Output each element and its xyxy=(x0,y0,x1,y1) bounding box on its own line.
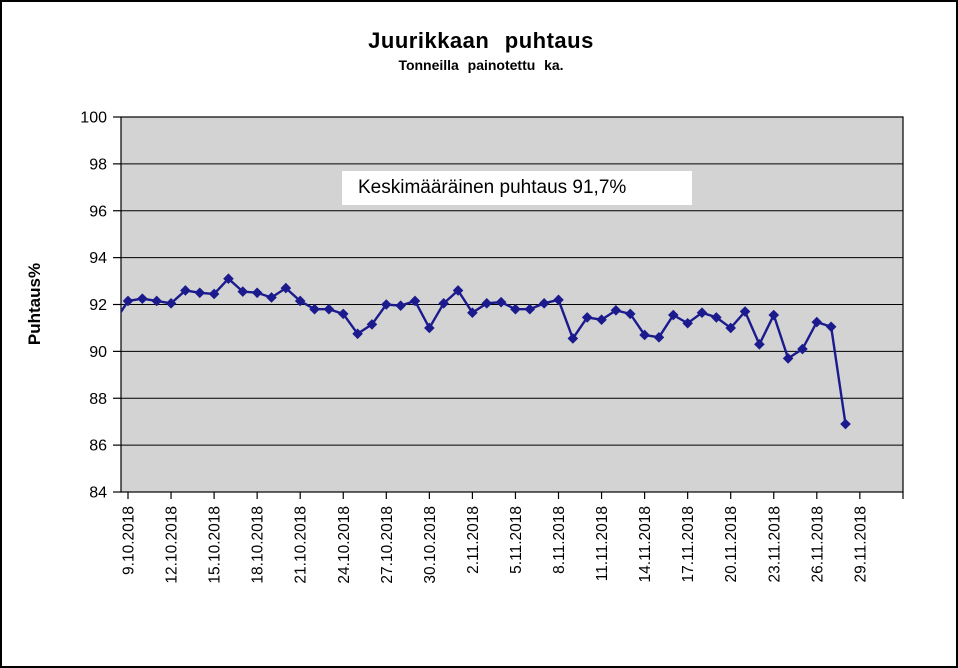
data-point-marker xyxy=(510,303,521,315)
data-point-marker xyxy=(237,286,249,297)
y-tick-label: 88 xyxy=(89,391,107,408)
chart-title: Juurikkaan puhtaus xyxy=(368,28,594,53)
data-point-marker xyxy=(395,300,406,311)
data-point-marker xyxy=(323,303,335,315)
data-point-marker xyxy=(668,309,679,321)
data-point-marker xyxy=(495,296,507,308)
data-point-marker xyxy=(409,295,421,307)
data-point-marker xyxy=(251,287,263,299)
data-point-marker xyxy=(840,418,851,430)
x-tick-label: 14.11.2018 xyxy=(637,506,654,582)
data-point-marker xyxy=(266,292,277,303)
y-tick-label: 96 xyxy=(89,203,107,220)
data-point-marker xyxy=(424,322,435,334)
x-tick-label: 8.11.2018 xyxy=(551,506,568,574)
data-point-marker xyxy=(581,312,593,323)
data-point-marker xyxy=(165,298,177,309)
data-point-marker xyxy=(754,339,765,350)
data-point-marker xyxy=(538,298,550,309)
data-point-marker xyxy=(223,273,234,285)
data-point-marker xyxy=(180,285,191,296)
data-point-marker xyxy=(524,303,536,315)
data-point-marker xyxy=(567,333,579,344)
data-point-marker xyxy=(194,287,206,299)
data-point-marker xyxy=(711,312,722,323)
x-tick-label: 24.10.2018 xyxy=(336,506,353,584)
data-point-marker xyxy=(825,321,837,333)
series-line xyxy=(121,277,847,425)
data-point-marker xyxy=(596,314,607,326)
x-tick-label: 20.11.2018 xyxy=(723,506,740,582)
data-point-marker xyxy=(739,306,751,317)
x-tick-label: 5.11.2018 xyxy=(508,506,525,574)
data-point-marker xyxy=(467,307,478,319)
y-tick-label: 94 xyxy=(89,250,107,267)
y-tick-label: 92 xyxy=(89,297,107,314)
data-point-marker xyxy=(137,293,148,304)
chart-subtitle: Tonneilla painotettu ka. xyxy=(398,57,564,73)
y-tick-label: 100 xyxy=(80,110,107,127)
data-point-marker xyxy=(725,322,736,334)
data-point-marker xyxy=(309,303,320,315)
data-point-marker xyxy=(696,307,708,319)
x-tick-label: 29.11.2018 xyxy=(852,506,869,582)
data-point-marker xyxy=(768,309,780,321)
data-point-marker xyxy=(782,353,794,364)
y-tick-label: 84 xyxy=(89,485,107,502)
x-tick-label: 11.11.2018 xyxy=(594,506,611,581)
series-group xyxy=(108,273,851,430)
data-point-marker xyxy=(639,329,650,341)
x-tick-label: 15.10.2018 xyxy=(207,506,224,584)
data-point-marker xyxy=(438,298,449,309)
data-point-marker xyxy=(452,285,464,296)
x-tick-label: 17.11.2018 xyxy=(680,506,697,582)
y-tick-label: 90 xyxy=(89,344,107,361)
data-point-marker xyxy=(682,317,693,329)
x-tick-label: 26.11.2018 xyxy=(809,506,826,582)
x-tick-label: 12.10.2018 xyxy=(164,506,181,584)
data-point-marker xyxy=(337,308,349,320)
data-point-marker xyxy=(624,308,636,320)
data-point-marker xyxy=(797,343,808,355)
data-point-marker xyxy=(481,298,493,309)
data-point-marker xyxy=(610,305,622,316)
data-point-marker xyxy=(653,332,665,343)
data-point-marker xyxy=(352,328,363,340)
data-point-marker xyxy=(208,288,220,300)
data-point-marker xyxy=(108,318,119,329)
y-tick-label: 98 xyxy=(89,156,107,173)
x-tick-label: 2.11.2018 xyxy=(465,506,482,574)
data-point-marker xyxy=(811,316,823,328)
data-point-marker xyxy=(294,295,306,307)
x-tick-label: 18.10.2018 xyxy=(250,506,267,584)
data-point-marker xyxy=(280,282,292,294)
x-tick-label: 23.11.2018 xyxy=(766,506,783,582)
data-point-marker xyxy=(381,299,392,310)
data-point-marker xyxy=(151,295,162,307)
data-point-marker xyxy=(553,294,564,306)
x-tick-label: 21.10.2018 xyxy=(293,506,310,584)
data-point-marker xyxy=(122,295,134,307)
y-tick-label: 86 xyxy=(89,438,107,455)
average-annotation: Keskimääräinen puhtaus 91,7% xyxy=(342,171,692,205)
x-tick-label: 9.10.2018 xyxy=(121,506,138,575)
data-point-marker xyxy=(366,319,378,330)
x-tick-label: 27.10.2018 xyxy=(379,506,396,584)
x-tick-label: 30.10.2018 xyxy=(422,506,439,584)
